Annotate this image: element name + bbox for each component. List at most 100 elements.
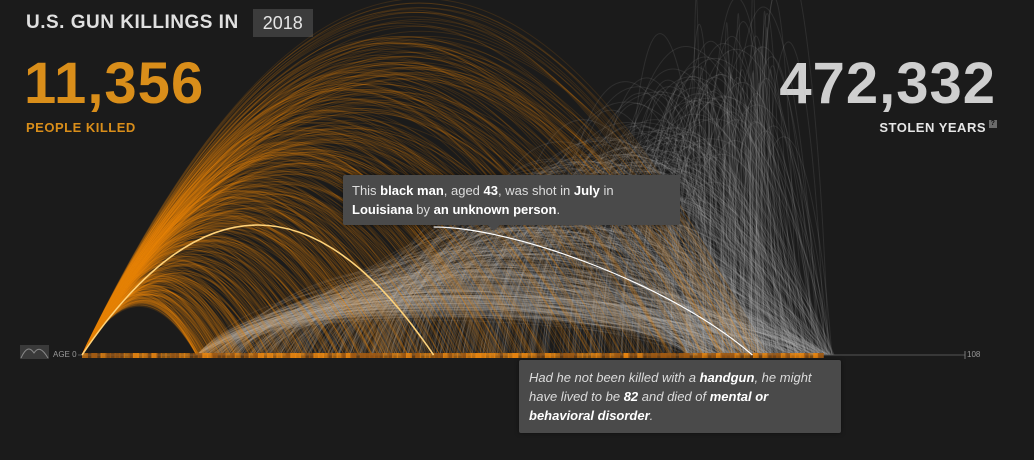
actual-arc <box>81 111 599 356</box>
actual-arc <box>81 228 351 356</box>
actual-arc <box>81 115 536 356</box>
actual-arc <box>81 238 339 356</box>
strip-tick <box>591 353 598 358</box>
projected-arc <box>250 269 768 356</box>
projected-arc <box>197 298 698 356</box>
strip-tick <box>716 353 722 358</box>
actual-arc <box>81 284 217 356</box>
projected-arc <box>670 157 711 356</box>
actual-arc <box>81 298 197 356</box>
projected-arc <box>205 294 816 356</box>
actual-arc <box>81 293 217 356</box>
projected-arc <box>234 277 730 356</box>
projected-arc <box>224 295 815 356</box>
actual-arc <box>81 182 479 356</box>
age-strip <box>82 353 824 358</box>
actual-arc <box>81 259 269 356</box>
actual-arc <box>81 134 595 356</box>
strip-tick <box>183 353 190 358</box>
strip-tick <box>753 353 759 358</box>
strip-tick <box>396 353 403 358</box>
projected-arc <box>226 271 690 356</box>
actual-arc <box>81 257 305 356</box>
actual-arc <box>81 183 480 356</box>
actual-arc <box>81 162 459 356</box>
projected-arc <box>685 111 791 356</box>
actual-arc <box>81 198 441 356</box>
actual-arc <box>81 293 199 356</box>
actual-arc <box>81 134 574 356</box>
actual-arc <box>81 196 383 356</box>
projected-arc <box>216 297 759 356</box>
projected-arc <box>242 301 795 356</box>
strip-tick <box>429 353 436 358</box>
projected-arc <box>202 313 717 356</box>
strip-tick <box>257 353 264 358</box>
projected-arc <box>205 314 704 356</box>
actual-arc <box>81 302 198 356</box>
strip-tick <box>521 353 528 358</box>
actual-arc <box>81 164 529 356</box>
actual-arc <box>81 186 420 356</box>
actual-arc <box>81 222 364 356</box>
projected-arc <box>289 247 805 356</box>
actual-arc <box>81 288 223 356</box>
actual-arc <box>81 212 373 356</box>
strip-tick <box>132 353 139 358</box>
actual-arc <box>81 293 199 356</box>
projected-arc <box>209 291 829 356</box>
actual-arc <box>81 259 286 356</box>
actual-arc <box>81 192 400 356</box>
projected-arc <box>417 243 778 356</box>
projected-arc <box>301 277 714 356</box>
projected-arc <box>206 302 793 356</box>
distribution-mini-icon[interactable] <box>20 345 49 359</box>
projected-arc <box>255 288 720 356</box>
actual-arc <box>81 215 357 356</box>
projected-arc <box>733 100 778 356</box>
projected-arc <box>505 146 808 356</box>
strip-tick <box>456 353 463 358</box>
strip-tick <box>660 353 667 358</box>
projected-arc <box>469 156 743 356</box>
actual-arc <box>81 281 249 356</box>
actual-arc <box>81 139 579 356</box>
actual-arc <box>81 172 434 356</box>
projected-arc <box>293 269 716 356</box>
actual-arc <box>81 211 365 356</box>
projected-arc <box>283 290 757 356</box>
strip-tick <box>480 353 486 358</box>
projected-arc <box>204 295 806 356</box>
year-selector[interactable]: 2018 <box>252 9 313 37</box>
strip-tick <box>239 353 246 358</box>
projected-arc <box>263 284 723 356</box>
projected-arc <box>364 237 725 356</box>
actual-arc <box>81 171 483 356</box>
actual-arc <box>81 233 331 356</box>
projected-arc <box>344 228 698 356</box>
actual-arc <box>81 275 254 356</box>
actual-arc <box>81 296 198 356</box>
actual-arc <box>81 294 204 356</box>
help-icon[interactable]: ? <box>989 120 997 128</box>
actual-arc <box>81 264 295 356</box>
actual-arc <box>81 164 524 356</box>
actual-arc <box>81 170 498 356</box>
actual-arc <box>81 235 338 356</box>
projected-arc <box>284 290 693 356</box>
projected-arc <box>206 286 821 356</box>
strip-tick <box>794 353 801 358</box>
actual-arc <box>81 142 569 356</box>
projected-arc <box>612 139 724 356</box>
actual-arc <box>81 235 340 356</box>
projected-arc <box>614 143 821 356</box>
strip-tick <box>165 353 172 358</box>
age-max-label: 108 <box>967 350 981 359</box>
strip-tick <box>503 353 510 358</box>
strip-tick <box>105 353 112 358</box>
actual-arc <box>81 219 383 356</box>
projected-arc <box>226 301 710 356</box>
projected-arc <box>317 263 701 356</box>
actual-arc <box>81 277 256 356</box>
